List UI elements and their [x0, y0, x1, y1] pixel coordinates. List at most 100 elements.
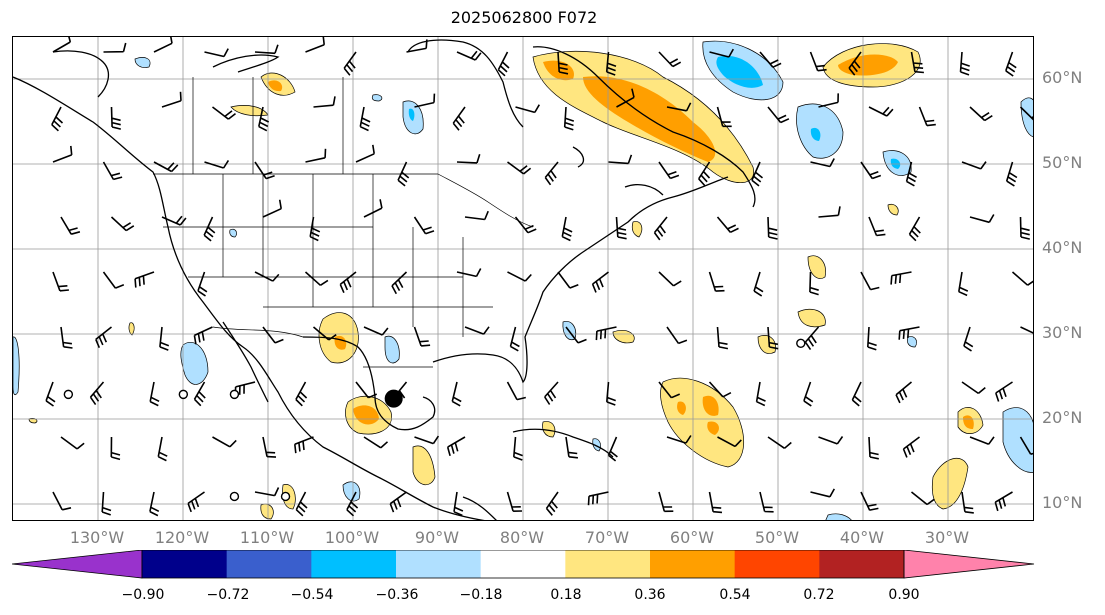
wind-barb — [666, 435, 692, 444]
wind-barb — [653, 216, 668, 241]
lon-label-50w: 50°W — [754, 528, 800, 547]
wind-barb — [658, 381, 681, 399]
colorbar-segment — [819, 550, 905, 578]
colorbar-segment — [565, 550, 651, 578]
wind-barb — [810, 158, 835, 168]
colorbar-tick-label: 0.54 — [719, 587, 751, 603]
wind-barb — [313, 96, 336, 108]
wind-barb — [565, 326, 587, 344]
wind-barb — [860, 271, 880, 291]
wind-barb — [918, 106, 936, 127]
wind-barb — [254, 487, 280, 497]
location-dot — [384, 389, 403, 408]
wind-barb — [804, 326, 820, 351]
wind-barb — [509, 326, 520, 352]
wind-barb — [161, 91, 182, 108]
wind-barb — [294, 436, 314, 454]
lat-label-30n: 30°N — [1042, 323, 1083, 342]
lon-label-110w: 110°W — [239, 528, 295, 547]
wind-barb — [1005, 161, 1018, 187]
colorbar — [12, 550, 1035, 579]
colorbar-tick-label: −0.54 — [290, 587, 334, 603]
wind-barb — [89, 381, 105, 406]
lat-label-20n: 20°N — [1042, 408, 1083, 427]
wind-barb — [60, 436, 85, 450]
wind-barb — [295, 491, 308, 517]
wind-barb — [254, 271, 280, 282]
wind-barb — [591, 271, 609, 293]
wind-barbs — [45, 37, 1033, 517]
wind-barb — [305, 148, 327, 163]
wind-barb — [759, 491, 774, 513]
wind-barb — [451, 381, 462, 407]
wind-barb — [767, 436, 792, 449]
wind-barb — [339, 271, 357, 294]
colorbar-tick-label: 0.72 — [803, 587, 835, 603]
wind-barb — [193, 326, 213, 345]
wind-barb — [995, 381, 1013, 402]
positive-anomaly-shading — [28, 43, 984, 520]
wind-barb — [751, 161, 763, 187]
wind-barb — [414, 93, 436, 108]
wind-barb — [818, 93, 839, 108]
wind-barb — [848, 51, 862, 76]
wind-barb — [961, 381, 986, 395]
wind-barb — [895, 381, 913, 404]
wind-barb — [52, 145, 73, 163]
wind-barb — [153, 161, 179, 173]
colorbar-segment — [480, 550, 566, 578]
lon-label-40w: 40°W — [839, 528, 885, 547]
map-panel — [12, 36, 1034, 521]
wind-barb — [595, 326, 617, 341]
wind-barb — [254, 161, 275, 180]
wind-barb — [187, 491, 205, 513]
wind-barb — [359, 106, 371, 132]
wind-barb — [456, 268, 482, 278]
wind-barb — [767, 106, 790, 124]
wind-barb — [149, 491, 160, 517]
calm-wind-circle — [178, 389, 189, 400]
wind-barb — [905, 161, 917, 187]
wind-barb — [389, 491, 407, 513]
wind-barb — [666, 102, 692, 112]
wind-barb — [355, 381, 378, 399]
wind-barb — [708, 381, 732, 398]
calm-wind-circle — [229, 491, 240, 502]
colorbar-extend-low — [12, 550, 143, 579]
station-markers — [63, 338, 806, 502]
wind-barb — [608, 154, 633, 165]
colorbar-segment — [226, 550, 312, 578]
wind-barb — [343, 51, 357, 76]
wind-barb — [95, 326, 112, 349]
lat-label-50n: 50°N — [1042, 153, 1083, 172]
wind-barb — [860, 161, 882, 180]
wind-barb — [890, 271, 912, 285]
wind-barb — [153, 37, 173, 53]
lon-label-100w: 100°W — [324, 528, 380, 547]
wind-barb — [809, 51, 827, 72]
colorbar-outline — [141, 550, 905, 579]
wind-barb — [716, 216, 739, 234]
colorbar-extend-high — [903, 550, 1035, 579]
colorbar-segment — [311, 550, 397, 578]
wind-barb — [391, 271, 408, 295]
wind-barb — [134, 271, 155, 288]
wind-barb — [753, 271, 764, 297]
wind-barb — [304, 271, 329, 286]
wind-barb — [1005, 51, 1017, 77]
wind-barb — [716, 106, 732, 128]
wind-barb — [1019, 106, 1033, 121]
wind-barb — [908, 216, 921, 242]
calm-wind-circle — [229, 389, 240, 400]
negative-anomaly-shading — [13, 40, 1033, 520]
wind-barb — [312, 326, 337, 341]
wind-barb — [658, 271, 682, 287]
colorbar-segment — [650, 550, 736, 578]
wind-barb — [565, 436, 578, 459]
wind-barb — [456, 154, 481, 164]
wind-barb — [961, 161, 987, 170]
wind-barb — [658, 51, 682, 68]
wind-barb — [346, 491, 359, 517]
wind-barb — [963, 326, 974, 352]
wind-barb — [363, 199, 383, 218]
